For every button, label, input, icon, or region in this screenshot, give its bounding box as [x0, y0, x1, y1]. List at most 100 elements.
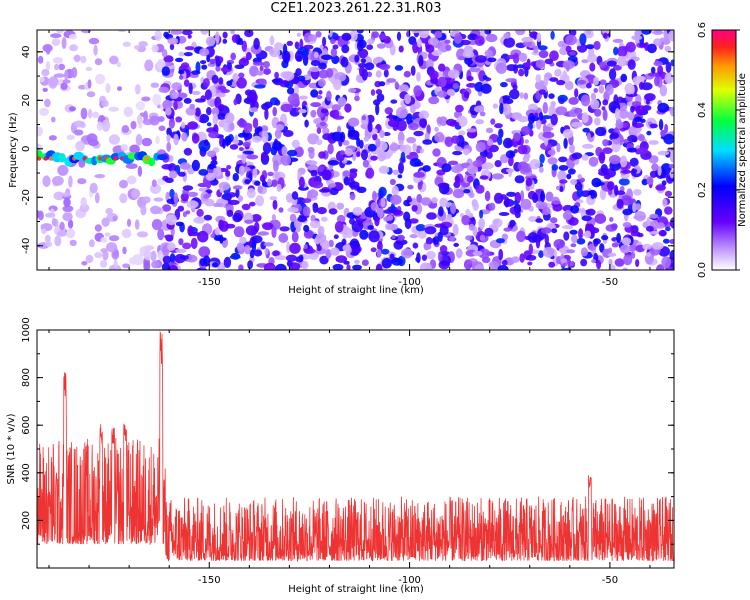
- spectrogram-blob: [216, 113, 227, 120]
- spectrogram-blob: [339, 131, 346, 143]
- spectrogram-blob: [367, 121, 373, 133]
- spectrogram-blob: [475, 184, 485, 194]
- spectrogram-blob: [88, 239, 95, 248]
- spectrogram-blob: [560, 267, 572, 270]
- spectrogram-blob: [44, 234, 51, 243]
- spectrogram-blob: [652, 30, 664, 35]
- spectrogram-blob: [157, 228, 165, 241]
- spectrogram-blob: [568, 217, 579, 226]
- spectrogram-blob: [136, 114, 143, 125]
- spectrogram-blob: [105, 83, 111, 93]
- spectrogram-blob: [232, 173, 239, 182]
- spectrogram-blob: [496, 238, 505, 244]
- spectrogram-blob: [367, 38, 375, 45]
- spectrogram-blob: [428, 37, 439, 46]
- spectrogram-blob: [202, 78, 210, 88]
- spectrogram-blob: [642, 243, 652, 250]
- spectrogram-blob: [235, 187, 240, 199]
- spectrogram-blob: [196, 208, 204, 217]
- spectrogram-blob: [608, 154, 621, 165]
- spectrogram-blob: [327, 143, 334, 155]
- spectrogram-blob: [219, 188, 224, 193]
- spectrogram-blob: [438, 206, 444, 217]
- spectrogram-blob: [560, 258, 568, 263]
- spectrogram-blob: [61, 37, 67, 49]
- spectrogram-blob: [204, 89, 212, 101]
- spectrogram-blob: [582, 143, 594, 149]
- spectrogram-blob: [448, 160, 459, 166]
- spectrogram-blob: [481, 162, 494, 170]
- spectrogram-blob: [204, 198, 215, 207]
- spectrogram-blob: [232, 213, 243, 223]
- spectrogram-blob: [581, 59, 589, 64]
- signal-peak-dot: [113, 156, 118, 161]
- spectrogram-blob: [468, 191, 475, 199]
- spectrogram-blob: [610, 223, 618, 230]
- spectrogram-blob: [68, 175, 73, 188]
- spectrogram-blob: [475, 141, 486, 153]
- spectrogram-blob: [503, 198, 515, 207]
- spectrogram-blob: [246, 188, 256, 199]
- spectrogram-blob: [431, 49, 443, 57]
- spectrogram-blob: [187, 225, 194, 237]
- spectrogram-blob: [222, 139, 226, 149]
- spectrogram-blob: [316, 244, 322, 252]
- spectrogram-blob: [211, 74, 219, 84]
- spectrogram-blob: [165, 107, 172, 116]
- spectrogram-blob: [337, 96, 347, 107]
- spectrogram-blob: [347, 117, 360, 127]
- spectrogram-blob: [557, 40, 566, 48]
- spectrogram-blob: [599, 79, 607, 86]
- spectrogram-blob: [409, 218, 419, 224]
- spectrogram-blob: [319, 255, 329, 265]
- spectrogram-blob: [255, 195, 265, 207]
- spectrogram-blob: [416, 252, 421, 264]
- spectrogram-blob: [594, 117, 601, 126]
- spectrogram-blob: [109, 55, 119, 65]
- spectrogram-blob: [274, 42, 284, 50]
- spectrogram-blob: [502, 98, 514, 105]
- spectrogram-blob: [264, 108, 269, 120]
- spectrogram-blob: [322, 36, 327, 47]
- spectrogram-blob: [520, 190, 525, 202]
- spectrogram-blob: [505, 150, 516, 159]
- spectrogram-blob: [590, 92, 597, 101]
- spectrogram-blob: [181, 121, 186, 129]
- spectrogram-blob: [226, 209, 234, 217]
- spectrogram-blob: [431, 197, 438, 204]
- spectrogram-blob: [187, 121, 199, 130]
- spectrogram-blob: [654, 75, 660, 87]
- spectrogram-blob: [667, 266, 673, 270]
- spectrogram-blob: [564, 209, 572, 221]
- spectrogram-blob: [354, 259, 360, 264]
- spectrogram-blob: [189, 103, 195, 110]
- spectrogram-blob: [375, 89, 383, 95]
- spectrogram-blob: [212, 262, 219, 268]
- spectrogram-blob: [340, 56, 349, 68]
- spectrogram-blob: [516, 230, 526, 243]
- spectrogram-blob: [208, 131, 220, 139]
- spectrogram-blob: [646, 176, 654, 185]
- spectrogram-blob: [280, 103, 293, 113]
- spectrogram-blob: [191, 70, 201, 75]
- spectrogram-blob: [446, 88, 456, 96]
- spectrogram-blob: [206, 150, 217, 158]
- spectrogram-blob: [517, 145, 528, 155]
- spectrogram-blob: [154, 30, 162, 41]
- spectrogram-blob: [270, 145, 278, 156]
- spectrogram-blob: [64, 69, 69, 81]
- spectrogram-blob: [279, 226, 290, 232]
- spectrogram-blob: [437, 182, 450, 189]
- spectrogram-blob: [542, 102, 548, 114]
- spectrogram-blob: [484, 227, 494, 237]
- spectrogram-blob: [651, 242, 664, 250]
- spectrogram-blob: [409, 151, 418, 156]
- spectrogram-blob: [378, 186, 387, 197]
- spectrogram-blob: [452, 83, 460, 90]
- spectrogram-blob: [439, 225, 449, 236]
- spectrogram-blob: [568, 51, 576, 56]
- spectrogram-blob: [69, 239, 77, 247]
- spectrogram-blob: [269, 35, 275, 46]
- spectrogram-blob: [184, 46, 195, 51]
- spectrogram-blob: [42, 175, 51, 187]
